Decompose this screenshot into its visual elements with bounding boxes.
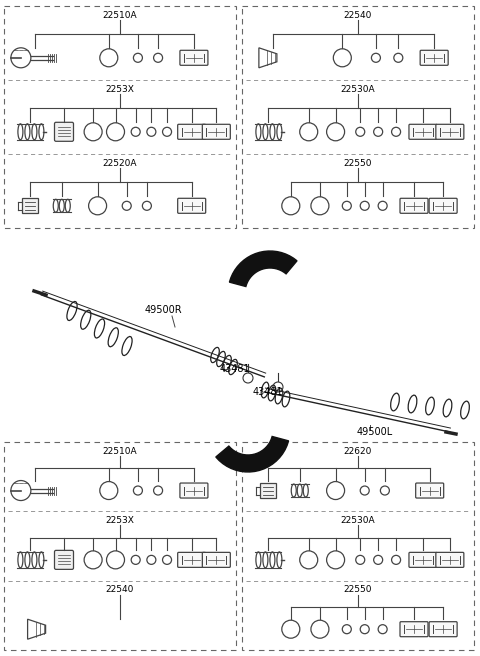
FancyBboxPatch shape <box>178 552 205 567</box>
Text: 22520A: 22520A <box>103 159 137 167</box>
FancyBboxPatch shape <box>436 552 464 567</box>
FancyBboxPatch shape <box>416 483 444 498</box>
Bar <box>242 6 474 228</box>
FancyBboxPatch shape <box>180 51 208 66</box>
FancyBboxPatch shape <box>260 483 276 498</box>
FancyBboxPatch shape <box>400 198 428 213</box>
Text: 22510A: 22510A <box>103 10 137 20</box>
Text: 22530A: 22530A <box>341 85 375 94</box>
FancyBboxPatch shape <box>23 198 38 213</box>
Text: 2253X: 2253X <box>106 516 134 525</box>
FancyBboxPatch shape <box>409 552 437 567</box>
FancyBboxPatch shape <box>178 124 205 139</box>
Polygon shape <box>229 251 297 287</box>
Text: 22530A: 22530A <box>341 516 375 525</box>
Text: 22550: 22550 <box>344 159 372 167</box>
FancyBboxPatch shape <box>409 124 437 139</box>
Text: 22540: 22540 <box>106 585 134 594</box>
Polygon shape <box>216 436 288 472</box>
FancyBboxPatch shape <box>429 622 457 637</box>
FancyBboxPatch shape <box>178 198 205 213</box>
FancyBboxPatch shape <box>180 483 208 498</box>
FancyBboxPatch shape <box>203 124 230 139</box>
Text: 49500R: 49500R <box>145 305 182 315</box>
FancyBboxPatch shape <box>436 124 464 139</box>
FancyBboxPatch shape <box>429 198 457 213</box>
Bar <box>4 442 236 650</box>
Text: 43481: 43481 <box>220 364 251 374</box>
Text: 22550: 22550 <box>344 585 372 594</box>
Text: 22620: 22620 <box>344 447 372 455</box>
Text: 49500L: 49500L <box>357 427 393 437</box>
FancyBboxPatch shape <box>203 552 230 567</box>
FancyBboxPatch shape <box>420 51 448 66</box>
Text: 22540: 22540 <box>344 10 372 20</box>
Text: 22510A: 22510A <box>103 447 137 455</box>
FancyBboxPatch shape <box>55 122 73 141</box>
Text: 2253X: 2253X <box>106 85 134 94</box>
FancyBboxPatch shape <box>55 550 73 569</box>
Bar <box>242 442 474 650</box>
Text: 43481: 43481 <box>253 387 284 397</box>
FancyBboxPatch shape <box>400 622 428 637</box>
Bar <box>4 6 236 228</box>
